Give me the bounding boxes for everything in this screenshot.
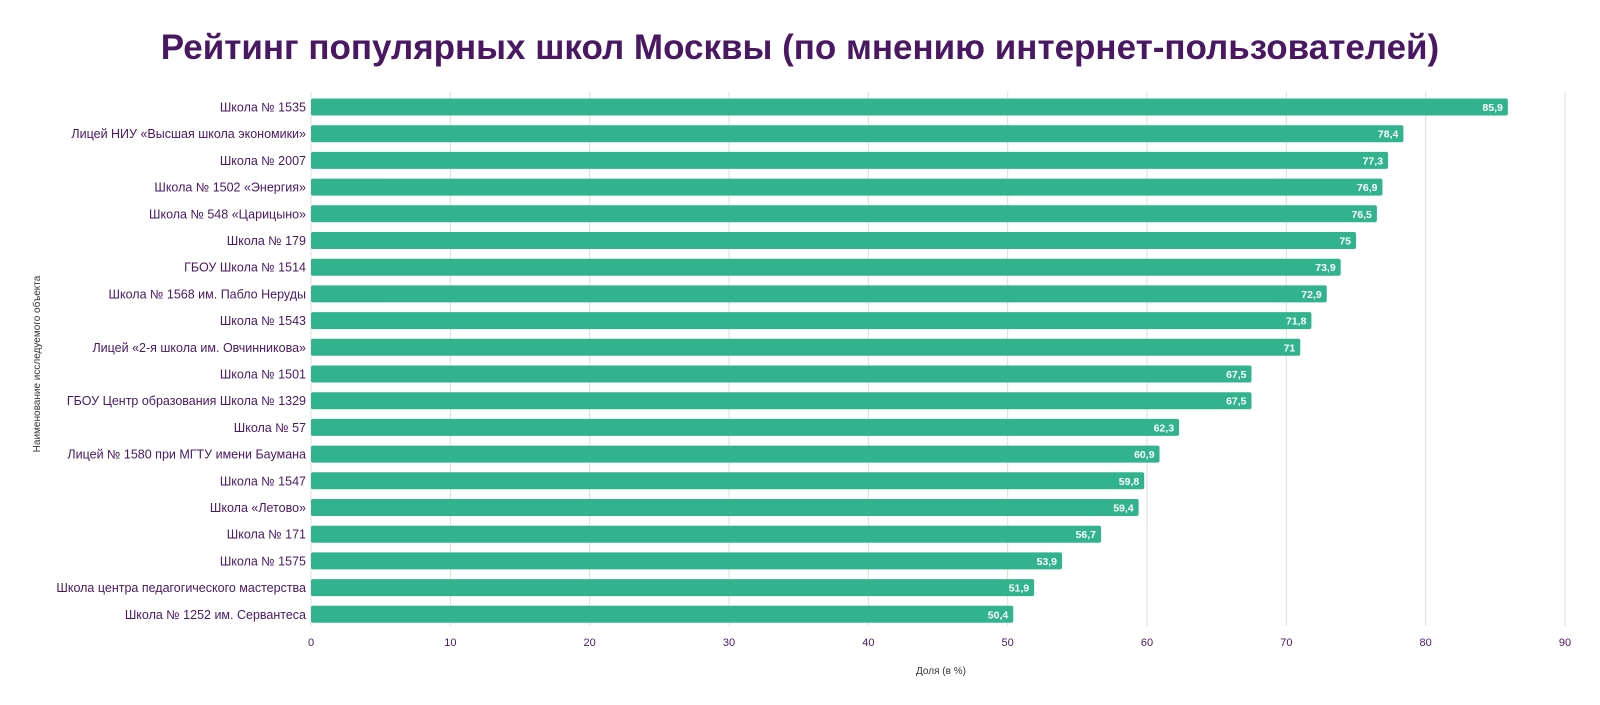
- bar-value-label: 59,8: [1119, 476, 1140, 488]
- category-label: ГБОУ Центр образования Школа № 1329: [67, 394, 306, 408]
- bar: [311, 151, 1389, 169]
- bar-value-label: 76,5: [1351, 209, 1372, 221]
- bar: [311, 338, 1301, 356]
- category-label: Лицей НИУ «Высшая школа экономики»: [71, 127, 306, 141]
- x-tick-label: 40: [862, 637, 874, 649]
- bar: [311, 312, 1312, 330]
- category-label: Школа № 2007: [220, 154, 306, 168]
- bar-value-label: 60,9: [1134, 449, 1155, 461]
- bar-value-label: 50,4: [988, 609, 1009, 621]
- bar-value-label: 85,9: [1482, 102, 1503, 114]
- bar-value-label: 71,8: [1286, 316, 1307, 328]
- bar: [311, 552, 1063, 570]
- category-label: Школа № 548 «Царицыно»: [149, 207, 306, 221]
- bar: [311, 365, 1252, 383]
- bar: [311, 125, 1404, 143]
- category-label: Школа № 1568 им. Пабло Неруды: [109, 287, 306, 301]
- category-label: Школа № 57: [234, 421, 306, 435]
- category-label: ГБОУ Школа № 1514: [184, 261, 306, 275]
- bar: [311, 579, 1035, 597]
- bar-value-label: 67,5: [1226, 396, 1247, 408]
- x-tick-label: 50: [1002, 637, 1014, 649]
- category-label: Школа № 1547: [220, 474, 306, 488]
- x-tick-label: 60: [1141, 637, 1153, 649]
- bar: [311, 98, 1508, 116]
- category-label: Школа № 1575: [220, 554, 306, 568]
- category-label: Школа № 1501: [220, 368, 306, 382]
- category-label: Школа № 1502 «Энергия»: [154, 181, 306, 195]
- category-label: Школа «Летово»: [210, 501, 306, 515]
- x-tick-label: 80: [1420, 637, 1432, 649]
- bar-value-label: 56,7: [1076, 529, 1097, 541]
- x-tick-label: 70: [1280, 637, 1292, 649]
- bar-value-label: 62,3: [1154, 422, 1175, 434]
- bar: [311, 472, 1145, 490]
- bar: [311, 258, 1341, 276]
- category-label: Лицей «2-я школа им. Овчинникова»: [92, 341, 306, 355]
- category-label: Школа № 1543: [220, 314, 306, 328]
- category-label: Школа центра педагогического мастерства: [56, 581, 306, 595]
- bar: [311, 285, 1327, 303]
- category-labels: Школа № 1535 Лицей НИУ «Высшая школа экон…: [56, 101, 306, 622]
- category-label: Школа № 179: [227, 234, 306, 248]
- x-tick-labels: 0 10 20 30 40 50 60 70 80 90: [308, 637, 1571, 649]
- bar: [311, 205, 1377, 223]
- bar: [311, 525, 1102, 543]
- category-label: Школа № 1535: [220, 101, 306, 115]
- bar: [311, 499, 1139, 516]
- bar-value-label: 71: [1284, 342, 1296, 354]
- bars: 85,9 78,4 77,3 76,9 76,5 75 73,9 72,9 71,8 71 67,5…: [311, 98, 1508, 623]
- bar: [311, 178, 1383, 196]
- bar-value-label: 75: [1339, 236, 1351, 248]
- category-label: Школа № 1252 им. Сервантеса: [125, 608, 306, 622]
- grid-lines: [310, 92, 1566, 626]
- x-tick-label: 30: [723, 637, 735, 649]
- x-tick-label: 0: [308, 637, 314, 649]
- bar: [311, 605, 1014, 623]
- bar-value-label: 53,9: [1037, 556, 1058, 568]
- bar-value-label: 67,5: [1226, 369, 1247, 381]
- x-tick-label: 90: [1559, 637, 1571, 649]
- bar: [311, 418, 1180, 436]
- chart-title: Рейтинг популярных школ Москвы (по мнени…: [160, 28, 1440, 67]
- bar-value-label: 78,4: [1378, 129, 1399, 141]
- bar-value-label: 77,3: [1363, 155, 1384, 167]
- x-tick-label: 20: [584, 637, 596, 649]
- x-axis-title: Доля (в %): [916, 666, 966, 677]
- bar-value-label: 59,4: [1113, 503, 1134, 515]
- x-tick-label: 10: [444, 637, 456, 649]
- y-axis-title: Наименование исследуемого объекта: [31, 275, 43, 452]
- category-label: Школа № 171: [227, 528, 306, 542]
- bar: [311, 445, 1160, 463]
- bar: [311, 392, 1252, 410]
- bar-value-label: 73,9: [1315, 262, 1336, 274]
- category-label: Лицей № 1580 при МГТУ имени Баумана: [67, 448, 306, 462]
- bar-value-label: 76,9: [1357, 182, 1378, 194]
- bar-value-label: 51,9: [1009, 583, 1030, 595]
- bar-value-label: 72,9: [1301, 289, 1322, 301]
- bar: [311, 232, 1356, 249]
